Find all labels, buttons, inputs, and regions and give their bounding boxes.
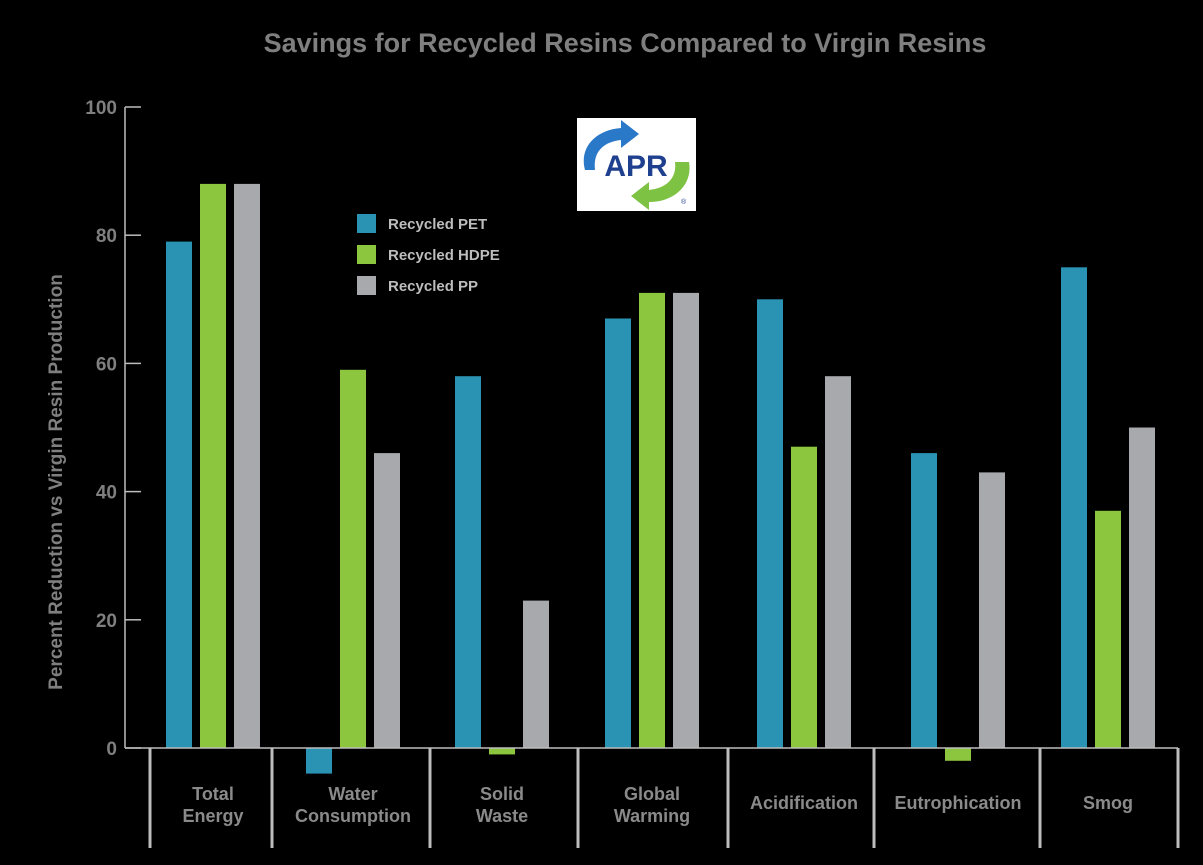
y-tick-label: 40: [96, 483, 117, 504]
legend-label: Recycled HDPE: [388, 247, 500, 264]
x-category-line: Consumption: [295, 806, 411, 826]
bar-recycled-pet-5: [911, 453, 937, 748]
logo-green-arrow: [631, 162, 690, 210]
bar-recycled-hdpe-2: [489, 748, 515, 755]
x-category-line: Total: [192, 784, 234, 804]
bar-recycled-pp-1: [374, 453, 400, 748]
logo-registered: ®: [681, 198, 687, 206]
bar-recycled-pp-0: [234, 183, 260, 748]
bar-recycled-pet-4: [757, 299, 783, 748]
x-category-line: Warming: [614, 806, 690, 826]
x-category-line: Waste: [476, 806, 528, 826]
x-category-line: Eutrophication: [895, 793, 1022, 813]
legend-swatch: [357, 276, 376, 295]
x-category-line: Water: [328, 784, 377, 804]
bar-recycled-pet-3: [605, 318, 631, 748]
x-category-line: Global: [624, 784, 680, 804]
legend-label: Recycled PP: [388, 278, 478, 295]
y-tick-label: 20: [96, 611, 117, 632]
y-tick-label: 60: [96, 354, 117, 375]
bar-recycled-pet-6: [1061, 267, 1087, 749]
y-axis-label: Percent Reduction vs Virgin Resin Produc…: [46, 274, 67, 690]
x-category-label: Solid Waste: [476, 784, 528, 826]
legend-swatch: [357, 245, 376, 264]
x-category-label: Water Consumption: [295, 784, 411, 826]
apr-logo: APR ®: [577, 118, 696, 211]
y-tick-label: 100: [85, 98, 117, 119]
logo-blue-arrow: [583, 120, 639, 170]
x-category-line: Solid: [480, 784, 524, 804]
bar-recycled-pp-5: [979, 472, 1005, 748]
bar-recycled-pp-3: [673, 292, 699, 748]
bar-recycled-pet-1: [306, 748, 332, 774]
x-category-line: Acidification: [750, 793, 858, 813]
bar-recycled-hdpe-0: [200, 183, 226, 748]
logo-text: APR: [604, 150, 668, 183]
legend: Recycled PET Recycled HDPE Recycled PP: [357, 214, 500, 295]
y-tick-label: 0: [106, 739, 117, 760]
bar-recycled-pp-2: [523, 600, 549, 748]
y-tick-label: 80: [96, 226, 117, 247]
x-category-label: Acidification: [750, 793, 858, 813]
bar-recycled-hdpe-1: [340, 369, 366, 748]
bar-recycled-hdpe-3: [639, 292, 665, 748]
legend-swatch: [357, 214, 376, 233]
x-axis: Total Energy Water Consumption Solid Waste Glo…: [125, 747, 1180, 848]
bar-recycled-pet-0: [166, 241, 192, 748]
y-axis: 0 20 40 60 80 100: [85, 98, 141, 760]
bar-recycled-pp-6: [1129, 427, 1155, 748]
legend-label: Recycled PET: [388, 216, 487, 233]
bars: [166, 183, 1155, 774]
x-category-label: Global Warming: [614, 784, 690, 826]
bar-recycled-hdpe-6: [1095, 510, 1121, 748]
x-category-label: Smog: [1083, 793, 1133, 813]
x-category-line: Energy: [182, 806, 243, 826]
bar-recycled-pp-4: [825, 376, 851, 748]
x-category-line: Smog: [1083, 793, 1133, 813]
x-category-label: Eutrophication: [895, 793, 1022, 813]
chart-title: Savings for Recycled Resins Compared to …: [264, 28, 987, 58]
bar-recycled-hdpe-5: [945, 748, 971, 761]
bar-recycled-pet-2: [455, 376, 481, 748]
x-category-label: Total Energy: [182, 784, 243, 826]
bar-recycled-hdpe-4: [791, 446, 817, 748]
